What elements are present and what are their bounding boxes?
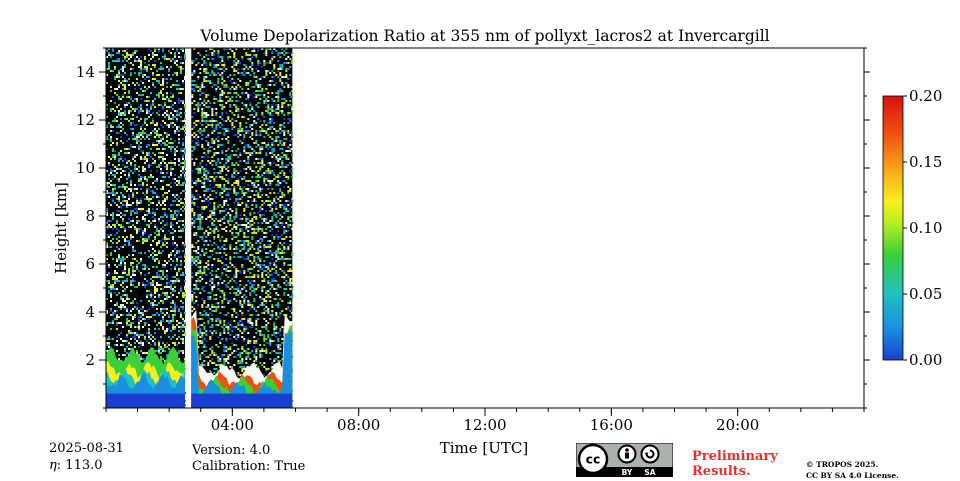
footer-version: Version: 4.0 bbox=[192, 443, 271, 458]
footer-eta: η: 113.0 bbox=[49, 457, 103, 474]
preliminary-line-2: Results. bbox=[692, 464, 751, 479]
noise-speckles bbox=[191, 48, 294, 408]
preliminary-line-1: Preliminary bbox=[692, 449, 778, 464]
noise-speckles bbox=[191, 48, 294, 408]
data-segment bbox=[106, 48, 186, 408]
x-tick-label: 08:00 bbox=[337, 416, 380, 434]
y-axis-label: Height [km] bbox=[52, 182, 70, 274]
y-tick-label: 4 bbox=[85, 303, 95, 321]
cc-icon bbox=[577, 443, 609, 475]
colorbar-ticks: 0.00 0.05 0.10 0.15 0.20 bbox=[903, 87, 942, 369]
surface-layer bbox=[106, 393, 185, 408]
y-tick-label: 10 bbox=[76, 159, 95, 177]
data-segment bbox=[191, 48, 294, 408]
y-tick-label: 14 bbox=[76, 63, 95, 81]
sa-text: SA bbox=[644, 468, 655, 477]
x-tick-label: 04:00 bbox=[211, 416, 254, 434]
colorbar-tick-label: 0.20 bbox=[909, 87, 942, 105]
noise-speckles bbox=[106, 48, 186, 408]
heatmap-data bbox=[106, 48, 294, 408]
x-axis: 04:00 08:00 12:00 16:00 20:00 bbox=[105, 408, 865, 434]
colorbar-tick-label: 0.10 bbox=[909, 219, 942, 237]
noise-speckles bbox=[106, 48, 186, 408]
noise-speckles bbox=[106, 48, 186, 408]
x-tick-label: 20:00 bbox=[716, 416, 759, 434]
footer-date: 2025-08-31 bbox=[49, 441, 124, 456]
copyright-line-2: CC BY SA 4.0 License. bbox=[806, 471, 899, 480]
cc-text: cc bbox=[586, 452, 601, 467]
colorbar-tick-label: 0.00 bbox=[909, 351, 942, 369]
y-tick-label: 6 bbox=[85, 255, 95, 273]
noise-speckles bbox=[191, 48, 294, 408]
eta-symbol: η bbox=[49, 458, 57, 473]
noise-speckles bbox=[191, 48, 294, 408]
x-tick-label: 12:00 bbox=[463, 416, 506, 434]
x-axis-label: Time [UTC] bbox=[440, 439, 529, 457]
colorbar bbox=[882, 95, 904, 361]
eta-value: : 113.0 bbox=[56, 458, 103, 473]
license-notice: © TROPOS 2025. CC BY SA 4.0 License. bbox=[806, 459, 899, 481]
y-tick-label: 8 bbox=[85, 207, 95, 225]
sa-icon bbox=[640, 444, 660, 464]
y-tick-label: 12 bbox=[76, 111, 95, 129]
preliminary-label: Preliminary Results. bbox=[692, 449, 778, 479]
footer-calibration: Calibration: True bbox=[192, 459, 306, 474]
colorbar-tick-label: 0.05 bbox=[909, 285, 942, 303]
boundary-layer-band bbox=[191, 329, 293, 408]
colorbar-tick-label: 0.15 bbox=[909, 153, 942, 171]
x-tick-label: 16:00 bbox=[590, 416, 633, 434]
y-tick-label: 2 bbox=[85, 351, 95, 369]
cc-by-sa-badge: cc BY SA bbox=[576, 443, 673, 477]
y-axis: 2 4 6 8 10 12 14 bbox=[76, 47, 870, 409]
chart-title: Volume Depolarization Ratio at 355 nm of… bbox=[199, 27, 769, 45]
by-text: BY bbox=[622, 468, 633, 477]
surface-layer bbox=[191, 393, 293, 408]
copyright-line-1: © TROPOS 2025. bbox=[806, 460, 879, 469]
